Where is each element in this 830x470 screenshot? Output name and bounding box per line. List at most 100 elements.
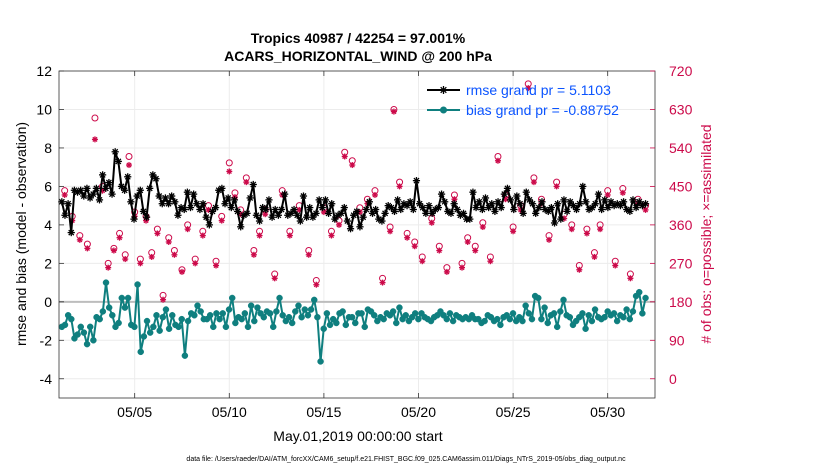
star-stroke — [597, 226, 603, 232]
bias-point — [411, 310, 419, 317]
star-stroke — [251, 252, 257, 258]
rmse-point — [196, 205, 204, 214]
star-stroke — [105, 265, 111, 271]
rmse-point — [92, 184, 100, 192]
star-stroke — [375, 216, 382, 223]
y2-axis-label: # of obs: o=possible; ×=assimilated — [698, 124, 714, 343]
star-stroke — [185, 226, 191, 232]
star-stroke — [444, 269, 450, 275]
star-stroke — [322, 196, 329, 203]
star-stroke — [636, 198, 643, 205]
rmse-point — [409, 205, 417, 214]
obs-assimilated-point — [105, 264, 112, 271]
star-stroke — [498, 204, 505, 211]
rmse-point — [312, 209, 320, 217]
star-stroke — [137, 187, 144, 194]
bias-point — [620, 313, 627, 321]
star-stroke — [413, 177, 420, 184]
bias-point — [509, 310, 517, 317]
star-stroke — [83, 185, 90, 192]
bias-point — [279, 312, 286, 319]
bias-point — [292, 308, 299, 315]
rmse-point — [80, 192, 88, 200]
y-axis-label: rmse and bias (model - observation) — [13, 122, 29, 346]
star-stroke — [306, 252, 312, 258]
axes: -4 -2 0 2 4 6 8 10 12 0 90 180 270 360 450 540 630 720 05/… — [36, 63, 692, 420]
rmse-point — [328, 200, 336, 208]
rmse-point — [572, 205, 581, 214]
rmse-point — [387, 203, 395, 212]
rmse-point — [466, 215, 474, 223]
rmse-point — [130, 215, 138, 223]
star-stroke — [338, 210, 345, 217]
rmse-point — [550, 219, 559, 227]
obs-assimilated-point — [313, 281, 320, 288]
star-stroke — [551, 219, 558, 226]
rmse-point — [136, 186, 144, 194]
rmse-point — [619, 198, 628, 206]
star-stroke — [569, 226, 575, 232]
star-stroke — [601, 196, 608, 203]
rmse-point — [268, 213, 276, 221]
star-stroke — [77, 237, 83, 243]
rmse-point — [315, 196, 323, 204]
bias-point — [642, 294, 649, 302]
rmse-point — [124, 173, 132, 181]
star-stroke — [573, 206, 580, 213]
y-tick-label: -2 — [40, 332, 53, 348]
bias-point — [541, 304, 548, 311]
bias-point — [446, 310, 454, 317]
star-stroke — [435, 204, 442, 211]
star-stroke — [554, 200, 561, 207]
bias-point — [99, 308, 107, 315]
obs-assimilated-point — [591, 253, 598, 260]
star-stroke — [243, 179, 249, 185]
rmse-point — [61, 211, 69, 219]
bias-point — [162, 306, 170, 313]
obs-assimilated-point — [464, 238, 471, 245]
rmse-point — [86, 194, 94, 202]
obs-assimilated-point — [110, 247, 117, 254]
bias-point — [260, 313, 268, 321]
star-stroke — [259, 204, 266, 211]
rmse-point — [146, 184, 154, 192]
star-stroke — [356, 223, 363, 230]
bias-point — [146, 329, 154, 336]
star-stroke — [504, 185, 511, 192]
star-stroke — [218, 185, 225, 192]
star-stroke — [61, 212, 68, 219]
star-stroke — [584, 230, 590, 237]
rmse-point — [89, 190, 97, 198]
bias-point — [197, 308, 204, 315]
bias-point — [566, 313, 574, 321]
rmse-point — [481, 194, 490, 202]
star-stroke — [262, 211, 268, 217]
bias-point — [320, 325, 327, 332]
obs-assimilated-point — [642, 206, 649, 213]
star-stroke — [319, 204, 326, 211]
rmse-point — [290, 205, 298, 214]
bias-point — [449, 317, 457, 325]
star-stroke — [451, 196, 458, 202]
rmse-point — [419, 203, 427, 212]
obs-assimilated-point — [530, 179, 537, 186]
obs-assimilated-point — [122, 256, 129, 263]
y2-tick-label: 180 — [669, 294, 693, 310]
star-stroke — [488, 200, 495, 207]
bias-point — [109, 312, 116, 319]
bias-point — [288, 319, 296, 327]
rmse-point — [324, 209, 333, 217]
obs-assimilated-point — [271, 275, 278, 282]
star-stroke — [146, 185, 153, 192]
rmse-point — [202, 213, 210, 221]
star-stroke — [531, 179, 537, 185]
rmse-point — [437, 190, 446, 198]
y-tick-label: 12 — [36, 63, 52, 79]
star-stroke — [131, 216, 138, 223]
star-stroke — [604, 204, 611, 211]
star-stroke — [614, 200, 621, 207]
bias-point — [326, 321, 334, 329]
obs-assimilated-point — [576, 266, 583, 273]
star-stroke — [122, 256, 128, 262]
obs-assimilated-point — [250, 251, 257, 258]
